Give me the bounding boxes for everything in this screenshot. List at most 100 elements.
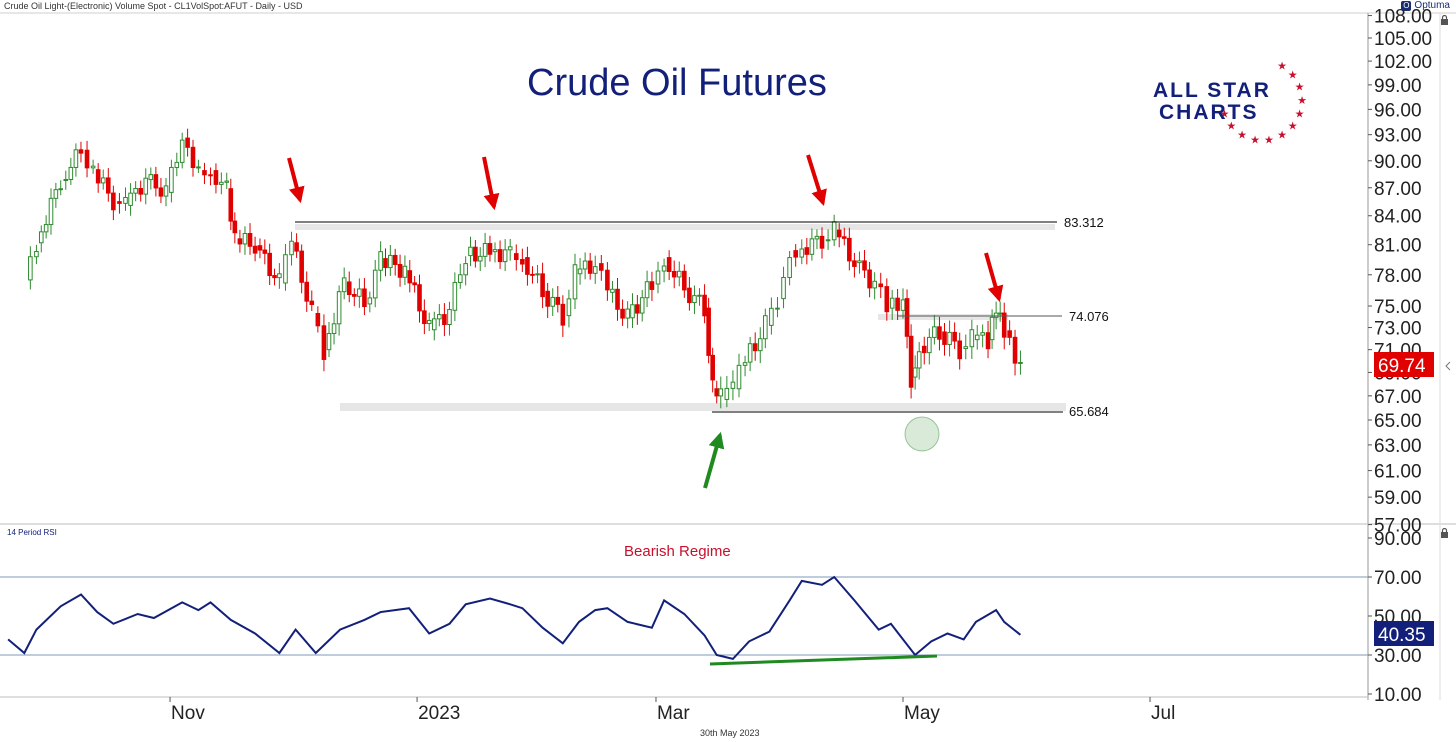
green-arrow (703, 431, 725, 489)
candle-up (825, 239, 831, 242)
level-label-65: 65.684 (1069, 404, 1109, 419)
candle-down (304, 281, 310, 302)
chart-title: Crude Oil Futures (527, 62, 827, 104)
candle-up (388, 254, 393, 269)
scroll-left-icon[interactable] (1445, 361, 1451, 371)
candle-down (95, 169, 101, 184)
candle-down (587, 260, 593, 274)
candle-down (213, 170, 219, 185)
rsi-tick-label: 30.00 (1374, 646, 1422, 667)
candle-up (148, 174, 154, 181)
red-arrow-1 (287, 157, 305, 204)
candle-up (431, 318, 437, 331)
lock-icon[interactable] (1440, 528, 1449, 538)
level-label-74: 74.076 (1069, 309, 1109, 324)
candle-up (277, 273, 282, 279)
candle-down (346, 281, 352, 296)
candle-down (714, 388, 720, 397)
price-tick-label: 84.00 (1374, 207, 1422, 228)
candle-down (852, 260, 857, 267)
candle-down (473, 246, 478, 262)
candle-down (138, 187, 143, 195)
candle-up (502, 249, 508, 263)
candle-down (560, 303, 566, 326)
price-tick-label: 63.00 (1374, 436, 1422, 457)
candle-up (927, 336, 932, 354)
candle-up (639, 297, 645, 314)
candle-up (592, 266, 598, 274)
time-tick-label: Jul (1151, 703, 1175, 724)
logo-star-icon: ★ (1219, 108, 1229, 121)
candle-up (787, 257, 792, 278)
logo-star-icon: ★ (1226, 120, 1236, 133)
price-tick-label: 73.00 (1374, 319, 1422, 340)
logo-star-icon: ★ (1237, 129, 1247, 142)
logo-star-icon: ★ (1277, 59, 1287, 72)
candle-up (174, 161, 180, 168)
candle-down (555, 296, 561, 305)
candle-up (63, 178, 69, 182)
candle-up (128, 192, 133, 206)
candle-down (105, 177, 111, 194)
candle-down (793, 250, 798, 258)
logo-star-icon: ★ (1250, 133, 1260, 146)
candle-up (775, 307, 780, 310)
candle-up (402, 265, 408, 278)
candle-up (123, 196, 128, 204)
candle-up (457, 274, 463, 283)
candle-down (497, 249, 503, 263)
logo-star-icon: ★ (1288, 68, 1298, 81)
candle-down (545, 290, 550, 307)
candle-down (752, 343, 758, 352)
candle-down (513, 253, 519, 261)
logo-star-icon: ★ (1277, 129, 1287, 142)
rsi-line (7, 575, 1022, 661)
last-price-badge (1374, 352, 1434, 377)
candle-down (819, 235, 825, 249)
candle-up (724, 387, 730, 400)
candle-up (889, 297, 895, 309)
candle-down (412, 282, 417, 286)
candle-down (620, 308, 625, 319)
price-tick-label: 99.00 (1374, 76, 1422, 97)
candle-up (757, 338, 763, 352)
rsi-pane-label: 14 Period RSI (7, 528, 57, 537)
candle-up (336, 291, 342, 325)
candle-down (78, 149, 84, 154)
candle-down (232, 220, 238, 234)
rsi-tick-label: 70.00 (1374, 568, 1422, 589)
candle-down (252, 245, 258, 254)
candle-up (482, 243, 488, 257)
candle-up (468, 246, 473, 257)
candle-up (90, 165, 96, 169)
candle-down (666, 257, 672, 272)
candle-up (912, 367, 918, 378)
logo-star-ring: ★★★★★★★★★★★★ (1219, 59, 1307, 146)
lock-icon[interactable] (1440, 15, 1449, 25)
candle-down (702, 294, 707, 317)
candle-up (781, 276, 786, 300)
candle-up (224, 180, 230, 183)
candle-up (742, 362, 748, 366)
logo-line1: ALL STAR (1153, 79, 1271, 102)
candle-down (228, 188, 234, 222)
price-tick-label: 65.00 (1374, 411, 1422, 432)
candle-up (644, 281, 650, 299)
candle-down (1012, 336, 1018, 364)
candle-up (997, 312, 1003, 315)
candle-up (68, 166, 74, 180)
candle-down (615, 288, 620, 310)
candle-down (687, 287, 692, 304)
candle-down (884, 286, 890, 313)
candle-up (169, 166, 174, 193)
candle-up (661, 265, 667, 272)
price-tick-label: 75.00 (1374, 297, 1422, 318)
logo-star-icon: ★ (1297, 94, 1307, 107)
price-tick-label: 96.00 (1374, 100, 1422, 121)
candle-up (799, 248, 805, 258)
candle-down (862, 260, 867, 271)
candle-up (331, 323, 337, 334)
candle-up (980, 332, 985, 336)
candle-up (535, 273, 540, 276)
